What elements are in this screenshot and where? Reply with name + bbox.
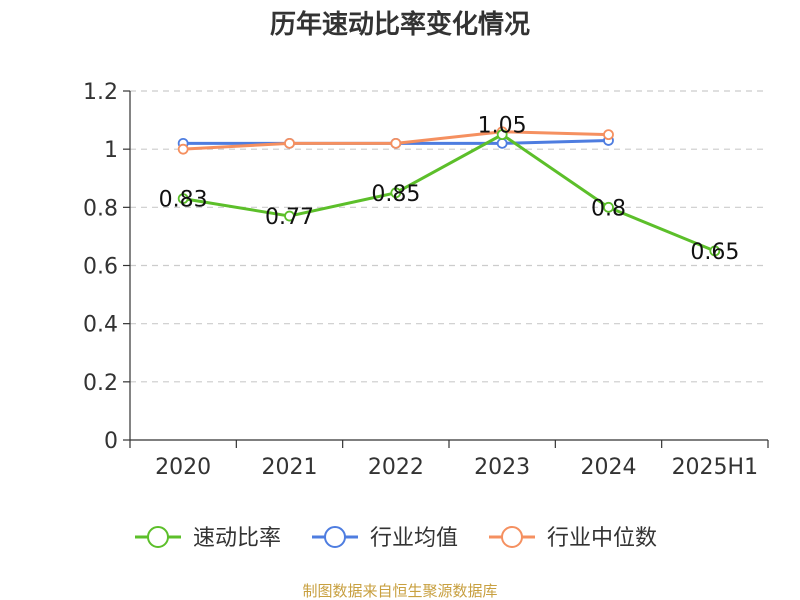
series-line-0 — [182, 133, 716, 253]
legend-item-1[interactable]: 行业均值 — [312, 526, 458, 551]
data-labels: 0.83 0.77 0.85 1.05 0.8 0.65 — [159, 114, 740, 265]
y-tick-label: 1.2 — [83, 80, 118, 105]
y-tick-label: 0.2 — [83, 371, 118, 396]
y-tick-label: 0.4 — [83, 313, 118, 338]
data-point[interactable] — [603, 201, 614, 213]
data-point[interactable] — [177, 193, 189, 205]
data-point[interactable] — [284, 137, 295, 149]
legend-marker — [147, 526, 169, 548]
legend-item-0[interactable]: 速动比率 — [135, 526, 281, 551]
data-point[interactable] — [177, 143, 189, 155]
y-tick-label: 1 — [104, 138, 118, 163]
legend-item-2[interactable]: 行业中位数 — [489, 526, 657, 551]
legend-label: 速动比率 — [193, 526, 281, 551]
legend-label: 行业均值 — [370, 526, 458, 551]
data-label: 0.85 — [371, 182, 420, 207]
data-label: 0.8 — [591, 196, 626, 221]
legend-marker — [324, 526, 346, 548]
grid-lines — [130, 90, 768, 383]
data-point[interactable] — [496, 129, 508, 141]
legend[interactable]: 速动比率 行业均值 行业中位数 — [135, 526, 657, 551]
data-label: 0.83 — [159, 188, 208, 213]
data-point[interactable] — [284, 210, 295, 222]
y-tick-label: 0 — [104, 429, 118, 454]
data-point[interactable] — [390, 187, 402, 199]
x-tick-label: 2020 — [155, 455, 211, 480]
x-tick-label: 2021 — [262, 455, 318, 480]
data-point[interactable] — [709, 245, 721, 257]
legend-marker — [501, 526, 523, 548]
data-label: 1.05 — [478, 114, 527, 139]
x-tick-label: 2022 — [368, 455, 424, 480]
data-point[interactable] — [390, 137, 402, 149]
data-label: 0.65 — [690, 240, 739, 265]
data-point[interactable] — [603, 129, 614, 141]
axes: 0 0.2 0.4 0.6 0.8 1 1.2 2020 2021 2022 2023 2024 202… — [83, 80, 769, 480]
source-note: 制图数据来自恒生聚源数据库 — [302, 582, 497, 600]
x-tick-label: 2023 — [474, 455, 530, 480]
y-tick-label: 0.6 — [83, 255, 118, 280]
data-label: 0.77 — [265, 205, 314, 230]
x-tick-label: 2024 — [581, 455, 637, 480]
x-tick-label: 2025H1 — [672, 455, 759, 480]
y-tick-label: 0.8 — [83, 196, 118, 221]
data-point[interactable] — [496, 137, 508, 149]
chart-title: 历年速动比率变化情况 — [270, 9, 530, 40]
legend-label: 行业中位数 — [547, 526, 657, 551]
series-group — [177, 126, 721, 257]
